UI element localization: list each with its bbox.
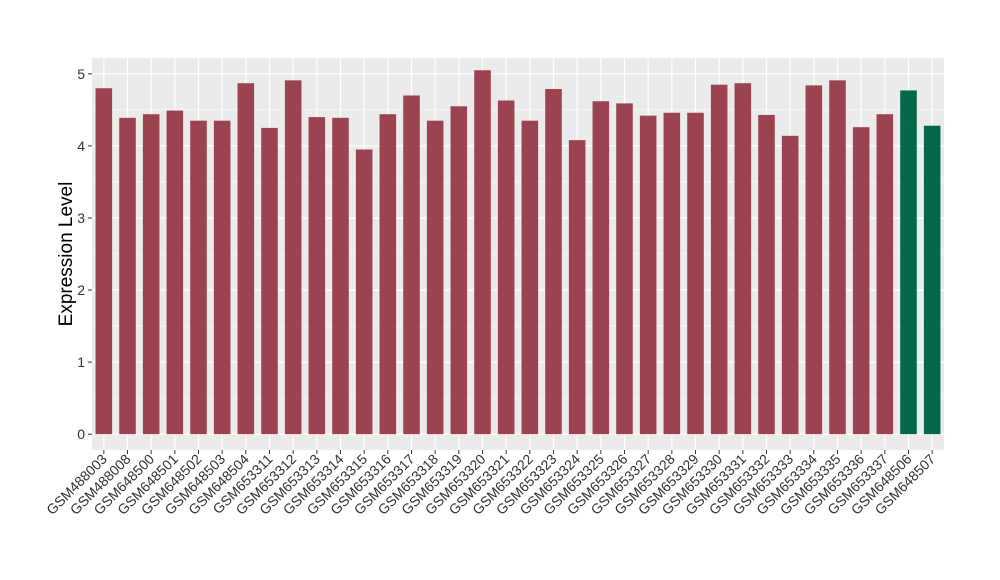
bar	[616, 103, 633, 435]
bar	[852, 127, 870, 435]
bar	[166, 110, 184, 435]
bar	[213, 120, 231, 435]
bar	[521, 120, 539, 435]
bar	[261, 127, 278, 435]
bar	[781, 135, 799, 435]
bar	[450, 106, 468, 435]
bar	[308, 117, 326, 435]
bar	[639, 115, 657, 435]
y-tick-label: 5	[77, 66, 85, 82]
y-tick-label: 3	[77, 210, 85, 226]
bar	[95, 88, 113, 435]
x-axis: GSM488003GSM488008GSM648500GSM648501GSM6…	[43, 450, 938, 518]
bar	[142, 114, 160, 435]
bar	[237, 83, 255, 435]
y-axis: 0 1 2 3 4 5	[77, 66, 92, 442]
bar	[663, 112, 681, 435]
y-tick-label: 0	[77, 426, 85, 442]
bar	[284, 80, 302, 435]
y-axis-title: Expression Level	[56, 182, 77, 327]
minor-gridlines	[92, 109, 944, 399]
bars	[95, 70, 941, 435]
bar	[190, 120, 207, 435]
y-tick-label: 4	[77, 138, 85, 154]
bar	[426, 120, 444, 435]
bar	[355, 149, 373, 435]
bar	[119, 117, 136, 435]
bar	[900, 90, 917, 435]
bar	[805, 85, 823, 435]
bar	[734, 83, 752, 435]
bar	[923, 125, 941, 435]
bar	[568, 140, 586, 435]
bar	[379, 114, 397, 435]
bar	[710, 84, 728, 435]
bar	[592, 101, 610, 435]
bar	[403, 95, 420, 435]
bar	[829, 80, 846, 435]
bar	[545, 88, 562, 435]
bar	[758, 114, 775, 435]
y-tick-label: 1	[77, 354, 85, 370]
bar	[497, 100, 515, 435]
bar	[876, 114, 894, 435]
bar	[474, 70, 491, 435]
bar	[687, 112, 704, 435]
y-tick-label: 2	[77, 282, 85, 298]
bar	[332, 117, 349, 435]
